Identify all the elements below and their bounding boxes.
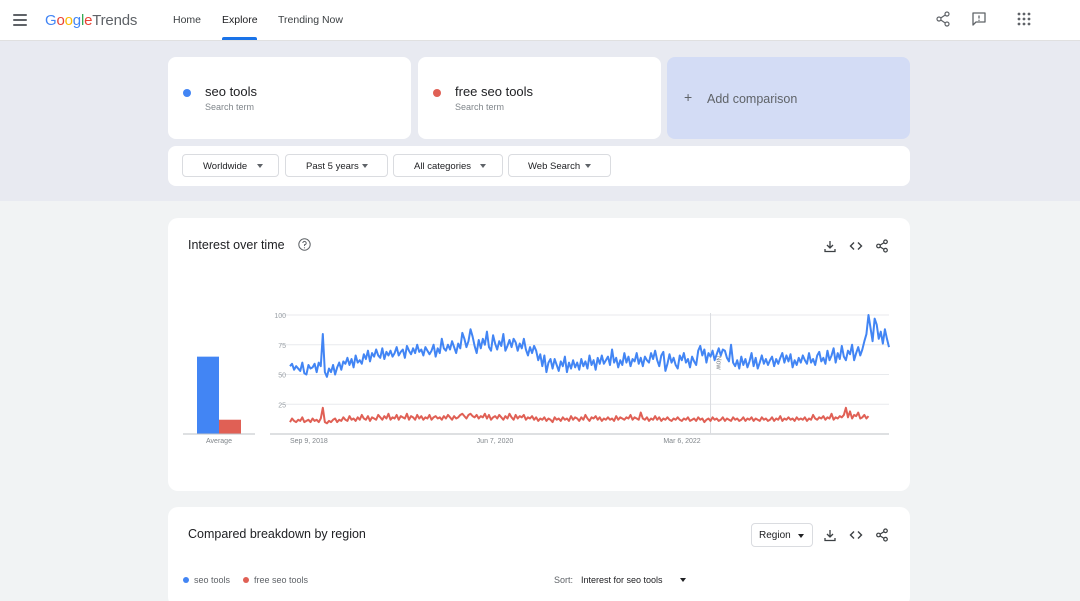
- compared-breakdown-card: Compared breakdown by region Region: [168, 507, 910, 601]
- top-app-bar: GoogleTrends Home Explore Trending Now: [0, 0, 1080, 41]
- filter-search-type[interactable]: Web Search: [508, 154, 611, 177]
- term-subtitle: Search term: [205, 102, 255, 112]
- embed-code-icon[interactable]: [849, 528, 863, 542]
- filter-time-range-label: Past 5 years: [306, 161, 359, 172]
- search-term-card-free-seo-tools[interactable]: free seo tools Search term: [418, 57, 661, 139]
- nav-tab-home[interactable]: Home: [173, 14, 202, 26]
- active-tab-indicator: [222, 37, 257, 40]
- nav-tab-explore[interactable]: Explore: [222, 14, 258, 26]
- interest-over-time-title: Interest over time: [188, 238, 285, 252]
- y-tick-label: 100: [274, 313, 286, 320]
- term-subtitle: Search term: [455, 102, 505, 112]
- y-tick-label: 50: [278, 373, 286, 380]
- download-icon[interactable]: [823, 528, 837, 542]
- chevron-down-icon: [257, 164, 263, 168]
- legend-label-free-seo-tools: free seo tools: [254, 575, 309, 585]
- interest-over-time-card: Interest over time 100 75 50 25 Now Sep 9, 20…: [168, 218, 910, 491]
- share-icon[interactable]: [935, 11, 951, 27]
- chevron-down-icon: [362, 164, 368, 168]
- filter-location[interactable]: Worldwide: [182, 154, 279, 177]
- filter-location-label: Worldwide: [203, 161, 248, 172]
- legend-dot-seo-tools: [183, 577, 189, 583]
- apps-grid-icon[interactable]: [1016, 11, 1032, 27]
- logo-trends-text: Trends: [92, 12, 138, 29]
- now-marker-label: Now: [715, 356, 722, 371]
- chevron-down-icon: [585, 164, 591, 168]
- share-icon[interactable]: [875, 239, 889, 253]
- average-bar-free-seo-tools: [219, 419, 241, 434]
- sort-label: Sort:: [554, 575, 574, 585]
- help-icon[interactable]: [298, 238, 311, 251]
- add-comparison-button[interactable]: + Add comparison: [667, 57, 910, 139]
- region-resolution-select[interactable]: Region: [751, 523, 813, 547]
- x-tick-label: Jun 7, 2020: [477, 438, 514, 445]
- compared-breakdown-title: Compared breakdown by region: [188, 527, 366, 541]
- chevron-down-icon: [798, 534, 804, 538]
- average-bar-seo-tools: [197, 356, 219, 434]
- feedback-icon[interactable]: [971, 11, 987, 27]
- term-color-dot: [183, 89, 191, 97]
- sort-select[interactable]: Interest for seo tools: [581, 575, 663, 585]
- nav-tab-trending-now[interactable]: Trending Now: [278, 14, 343, 26]
- google-trends-logo[interactable]: GoogleTrends: [45, 12, 138, 29]
- legend-dot-free-seo-tools: [243, 577, 249, 583]
- interest-over-time-chart: 100 75 50 25 Now Sep 9, 2018 Jun 7, 2020 Mar 6,…: [183, 313, 890, 445]
- chevron-down-icon[interactable]: [680, 578, 686, 582]
- menu-icon[interactable]: [13, 14, 27, 26]
- series-line-seo-tools: [289, 314, 890, 378]
- term-name: free seo tools: [455, 84, 534, 99]
- y-tick-label: 25: [278, 402, 286, 409]
- plus-icon: +: [684, 89, 693, 105]
- search-term-card-seo-tools[interactable]: seo tools Search term: [168, 57, 411, 139]
- term-name: seo tools: [205, 84, 258, 99]
- filter-category[interactable]: All categories: [393, 154, 503, 177]
- x-tick-label: Mar 6, 2022: [663, 438, 700, 445]
- legend-label-seo-tools: seo tools: [194, 575, 231, 585]
- share-icon[interactable]: [875, 528, 889, 542]
- download-icon[interactable]: [823, 239, 837, 253]
- region-select-label: Region: [759, 530, 791, 541]
- filter-bar: Worldwide Past 5 years All categories We…: [168, 146, 910, 186]
- filter-category-label: All categories: [414, 161, 472, 172]
- series-line-free-seo-tools: [289, 406, 870, 425]
- filter-search-type-label: Web Search: [528, 161, 581, 172]
- y-tick-label: 75: [278, 343, 286, 350]
- term-color-dot: [433, 89, 441, 97]
- x-tick-label: Sep 9, 2018: [290, 438, 328, 445]
- filter-time-range[interactable]: Past 5 years: [285, 154, 388, 177]
- average-label: Average: [206, 438, 232, 445]
- chevron-down-icon: [480, 164, 486, 168]
- embed-code-icon[interactable]: [849, 239, 863, 253]
- add-comparison-label: Add comparison: [707, 92, 798, 106]
